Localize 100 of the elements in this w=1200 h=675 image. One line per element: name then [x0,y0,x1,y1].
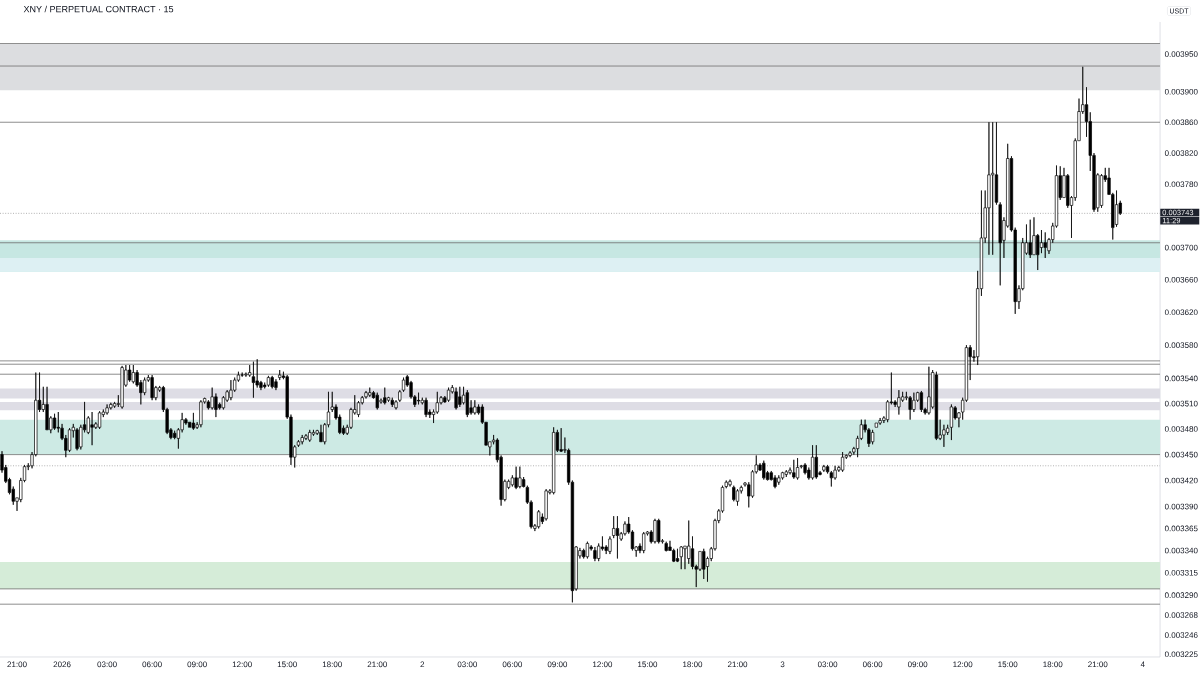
candlestick [702,548,706,580]
candlestick [822,464,826,473]
y-tick-label: 0.003780 [1164,181,1198,188]
candlestick [278,369,282,381]
candlestick [657,518,661,544]
candlestick [593,546,597,562]
candlestick [199,399,203,428]
candlestick [191,412,196,431]
candlestick [229,379,233,401]
candlestick [934,371,939,441]
candlestick [840,451,845,473]
candlestick [732,485,736,502]
candlestick [368,387,372,398]
x-tick-label: 21:00 [7,661,27,668]
candlestick [642,531,646,554]
candlestick [897,389,901,415]
y-tick-label: 0.003340 [1164,547,1198,554]
candlestick [795,457,800,480]
candlestick [300,434,304,445]
candlestick [105,404,109,415]
candlestick [762,460,766,480]
candlestick [908,395,912,420]
candlestick [559,427,563,453]
y-tick-label: 0.003580 [1164,342,1198,348]
candlestick [266,375,271,388]
y-tick-label: 0.003480 [1164,426,1198,432]
y-tick-label: 0.003315 [1164,569,1198,576]
chart-title: XNY / PERPETUAL CONTRACT · 15 [23,5,174,13]
x-tick-label: 18:00 [322,661,342,668]
candlestick [919,390,924,413]
candlestick [446,387,451,403]
y-tick-label: 0.003268 [1164,612,1198,618]
candlestick [319,424,323,443]
x-tick-label: 18:00 [1043,661,1063,668]
x-tick-label: 03:00 [457,661,478,668]
candlestick [45,386,49,431]
y-tick-label: 0.003620 [1164,309,1198,316]
x-tick-label: 06:00 [502,661,523,668]
candlestick [251,361,256,399]
x-tick-label: 2026 [53,661,71,668]
candlestick [987,121,991,256]
y-tick-label: 0.003450 [1164,451,1198,458]
candlestick [870,429,875,445]
candlestick [274,378,278,391]
x-tick-label: 15:00 [638,661,658,668]
candlestick [465,389,469,418]
candlestick [687,520,691,565]
candlestick [949,404,954,441]
y-tick-label: 0.003820 [1164,150,1198,156]
candlestick [792,459,796,480]
candlestick [615,515,620,559]
candlestick [67,427,72,453]
y-tick-label: 0.003420 [1164,477,1198,484]
candlestick [375,392,379,410]
x-tick-label: 21:00 [367,661,387,668]
y-tick-label: 0.003365 [1164,525,1198,532]
candlestick [240,372,244,378]
candlestick [878,417,882,426]
candlestick [1043,232,1047,259]
x-tick-label: 12:00 [232,661,252,668]
candlestick [544,488,548,521]
x-tick-label: 12:00 [953,661,973,668]
x-tick-label: 3 [780,661,785,668]
candlestick [552,426,556,495]
candlestick [75,427,79,451]
candlestick [127,364,132,383]
candlestick [308,429,312,443]
candlestick [664,541,668,552]
x-tick-label: 21:00 [1088,661,1108,668]
y-tick-label: 0.003225 [1164,651,1198,658]
y-tick-label: 0.003950 [1164,51,1198,57]
candlestick [777,474,781,486]
x-tick-label: 03:00 [97,661,117,668]
candlestick [735,488,740,507]
y-tick-label: 0.003700 [1164,244,1198,251]
candlestick [473,399,477,415]
candlestick [927,366,931,415]
candlestick [304,433,308,441]
candlestick [97,410,102,430]
candlestick [653,518,657,544]
candlestick [991,121,995,256]
candlestick [514,466,518,490]
candlestick [537,509,541,529]
candlestick [518,466,522,489]
candlestick [390,397,394,408]
candlestick [773,474,777,489]
candlestick [814,444,818,480]
x-tick-label: 06:00 [862,661,883,668]
candlestick [585,541,590,559]
y-tick-label: 0.003246 [1164,632,1198,638]
candlestick [52,413,57,431]
x-tick-label: 09:00 [907,661,928,668]
y-tick-label: 0.003900 [1164,88,1198,95]
candlestick [679,545,683,570]
candlestick [120,365,124,409]
candlestick [131,364,135,384]
y-tick-label: 0.003290 [1164,592,1198,598]
x-tick-label: 15:00 [277,661,297,668]
x-tick-label: 09:00 [187,661,207,668]
candlestick [424,397,428,418]
